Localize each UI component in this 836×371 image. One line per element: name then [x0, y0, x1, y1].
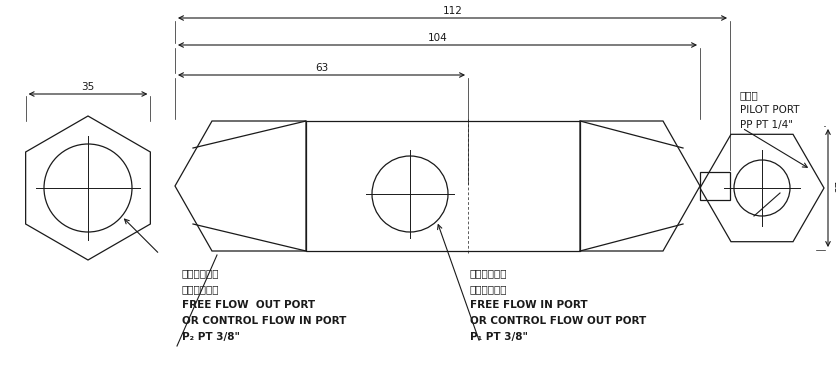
- Text: OR CONTROL FLOW IN PORT: OR CONTROL FLOW IN PORT: [182, 316, 346, 326]
- Text: 控制油流出口: 控制油流出口: [470, 284, 507, 294]
- Text: P₁ PT 3/8": P₁ PT 3/8": [470, 332, 528, 342]
- Text: 104: 104: [428, 33, 447, 43]
- Text: 112: 112: [442, 6, 462, 16]
- Text: P₂ PT 3/8": P₂ PT 3/8": [182, 332, 240, 342]
- Text: 引導口: 引導口: [740, 90, 759, 100]
- Text: PP PT 1/4": PP PT 1/4": [740, 120, 793, 130]
- Text: PILOT PORT: PILOT PORT: [740, 105, 799, 115]
- Text: 自由油流入口: 自由油流入口: [470, 268, 507, 278]
- Text: 35: 35: [81, 82, 94, 92]
- Text: FREE FLOW  OUT PORT: FREE FLOW OUT PORT: [182, 300, 315, 310]
- Bar: [306, 121, 580, 251]
- Text: FREE FLOW IN PORT: FREE FLOW IN PORT: [470, 300, 588, 310]
- Text: 控制油流入口: 控制油流入口: [182, 284, 220, 294]
- Text: 63: 63: [315, 63, 328, 73]
- Text: 自由油流出口: 自由油流出口: [182, 268, 220, 278]
- Bar: [700, 172, 730, 200]
- Text: OR CONTROL FLOW OUT PORT: OR CONTROL FLOW OUT PORT: [470, 316, 646, 326]
- Text: 29: 29: [831, 181, 836, 195]
